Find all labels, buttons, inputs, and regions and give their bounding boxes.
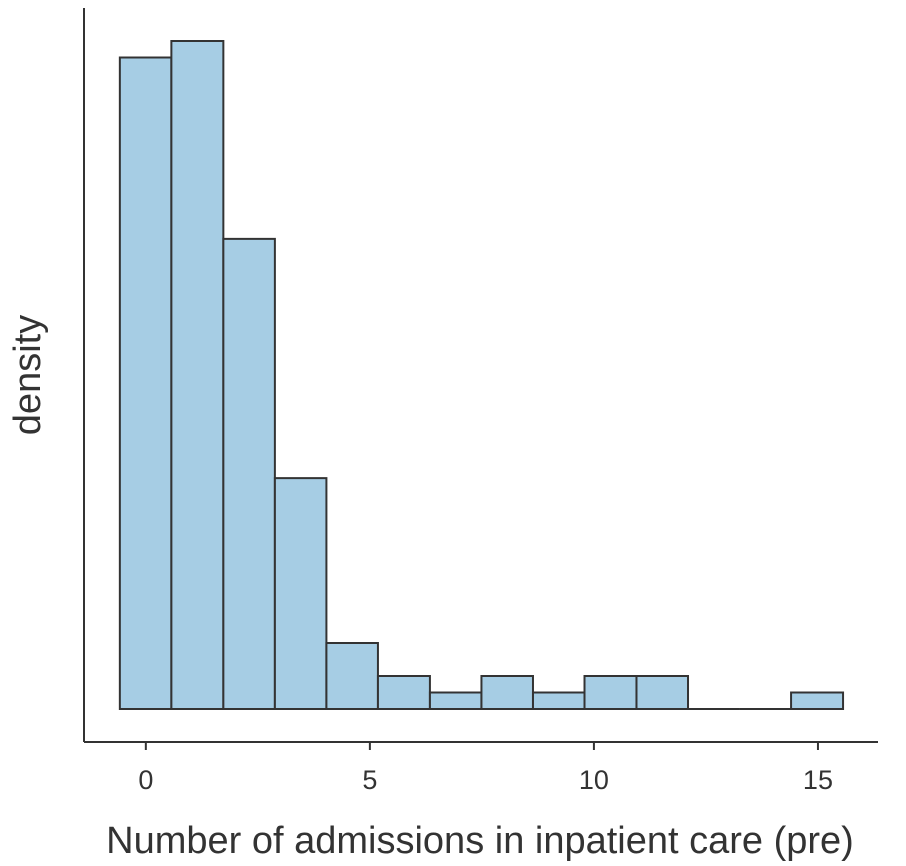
bar	[480, 675, 534, 711]
bar	[325, 642, 379, 711]
x-tick-label: 0	[138, 765, 153, 795]
bar	[790, 691, 845, 711]
bar	[583, 675, 638, 711]
bar	[428, 691, 483, 711]
x-tick-label: 15	[803, 765, 833, 795]
bar	[531, 691, 586, 711]
bar	[222, 237, 276, 711]
bar	[635, 675, 690, 711]
x-tick-label: 5	[362, 765, 377, 795]
bar	[170, 39, 225, 711]
bar	[376, 675, 431, 711]
x-axis-title: Number of admissions in inpatient care (…	[106, 820, 854, 862]
x-tick-label: 10	[579, 765, 609, 795]
bar	[273, 477, 328, 711]
bar	[118, 56, 173, 711]
y-axis-title: density	[7, 315, 49, 435]
